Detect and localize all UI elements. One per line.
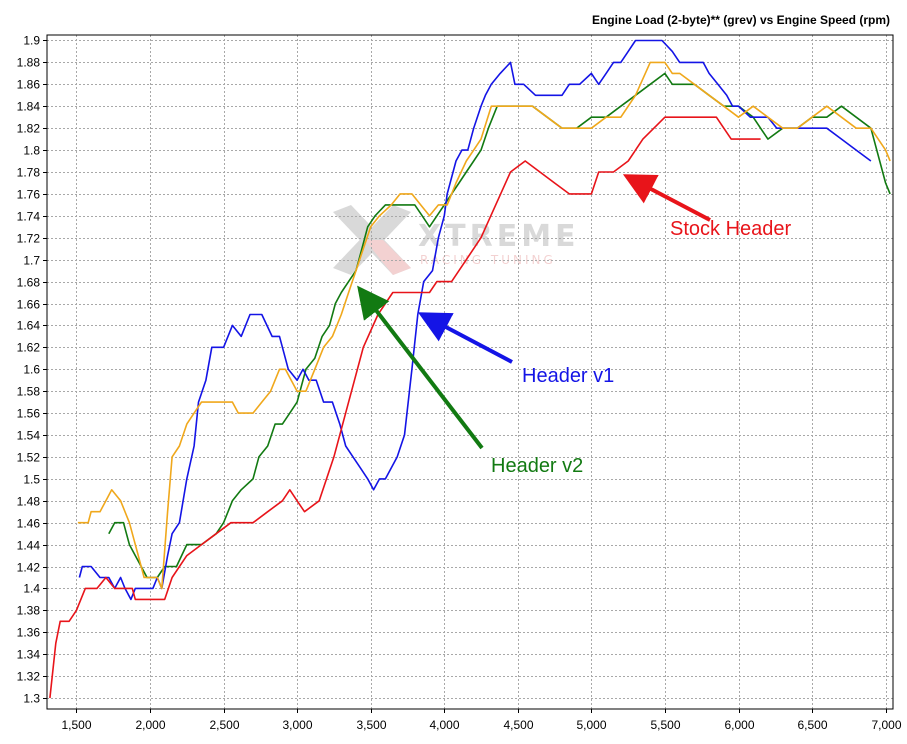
- y-tick-label: 1.76: [17, 188, 41, 202]
- y-tick-label: 1.9: [23, 34, 40, 48]
- x-tick-label: 6,000: [724, 718, 754, 732]
- plot-frame: [46, 34, 894, 710]
- y-tick-label: 1.58: [17, 385, 41, 399]
- y-tick-label: 1.72: [17, 232, 41, 246]
- y-tick-label: 1.32: [17, 670, 41, 684]
- x-tick-label: 4,500: [503, 718, 533, 732]
- y-tick-label: 1.42: [17, 561, 41, 575]
- y-tick-label: 1.78: [17, 166, 41, 180]
- annotation-label: Header v2: [491, 455, 583, 477]
- y-tick-label: 1.54: [17, 429, 41, 443]
- y-tick-label: 1.52: [17, 451, 41, 465]
- annotation-arrow: [357, 285, 484, 450]
- y-tick-label: 1.86: [17, 78, 41, 92]
- series-line: [77, 61, 891, 590]
- watermark-logo: XTREME RACING TUNING: [333, 205, 576, 275]
- y-tick-label: 1.88: [17, 56, 41, 70]
- series-lines: [49, 39, 891, 699]
- y-tick-label: 1.44: [17, 539, 41, 553]
- y-tick-label: 1.48: [17, 495, 41, 509]
- y-tick-label: 1.5: [23, 473, 40, 487]
- x-tick-label: 5,000: [576, 718, 606, 732]
- chart-title: Engine Load (2-byte)** (grev) vs Engine …: [592, 13, 890, 27]
- series-line: [49, 116, 761, 699]
- y-tick-label: 1.84: [17, 100, 41, 114]
- y-tick-label: 1.34: [17, 648, 41, 662]
- gridlines: [47, 35, 893, 709]
- annotation-label: Stock Header: [670, 218, 792, 240]
- annotation-arrow: [622, 174, 711, 222]
- y-tick-label: 1.8: [23, 144, 40, 158]
- y-tick-label: 1.62: [17, 341, 41, 355]
- x-tick-label: 2,500: [209, 718, 239, 732]
- annotation-arrow: [417, 312, 513, 364]
- y-tick-label: 1.68: [17, 276, 41, 290]
- y-tick-label: 1.38: [17, 604, 41, 618]
- x-tick-label: 1,500: [61, 718, 91, 732]
- y-tick-label: 1.64: [17, 319, 41, 333]
- x-tick-label: 5,500: [650, 718, 680, 732]
- y-tick-label: 1.7: [23, 254, 40, 268]
- axes: 1.3 1.32 1.34 1.36 1.38 1.4 1.42 1.44 1.46 1.48 1.…: [17, 34, 902, 733]
- x-tick-label: 3,000: [282, 718, 312, 732]
- annotations: Stock Header Header v1 Header v2: [357, 174, 792, 477]
- watermark-subtitle: RACING TUNING: [420, 253, 556, 267]
- series-line: [78, 39, 872, 601]
- y-tick-label: 1.46: [17, 517, 41, 531]
- x-tick-label: 2,000: [135, 718, 165, 732]
- x-tick-label: 4,000: [429, 718, 459, 732]
- x-tick-label: 7,000: [871, 718, 901, 732]
- y-tick-label: 1.36: [17, 626, 41, 640]
- y-tick-label: 1.74: [17, 210, 41, 224]
- y-tick-label: 1.66: [17, 298, 41, 312]
- annotation-label: Header v1: [522, 365, 614, 387]
- x-tick-label: 3,500: [356, 718, 386, 732]
- y-tick-label: 1.82: [17, 122, 41, 136]
- y-tick-label: 1.4: [23, 582, 40, 596]
- y-tick-label: 1.6: [23, 363, 40, 377]
- y-tick-label: 1.56: [17, 407, 41, 421]
- y-tick-label: 1.3: [23, 692, 40, 706]
- x-tick-label: 6,500: [797, 718, 827, 732]
